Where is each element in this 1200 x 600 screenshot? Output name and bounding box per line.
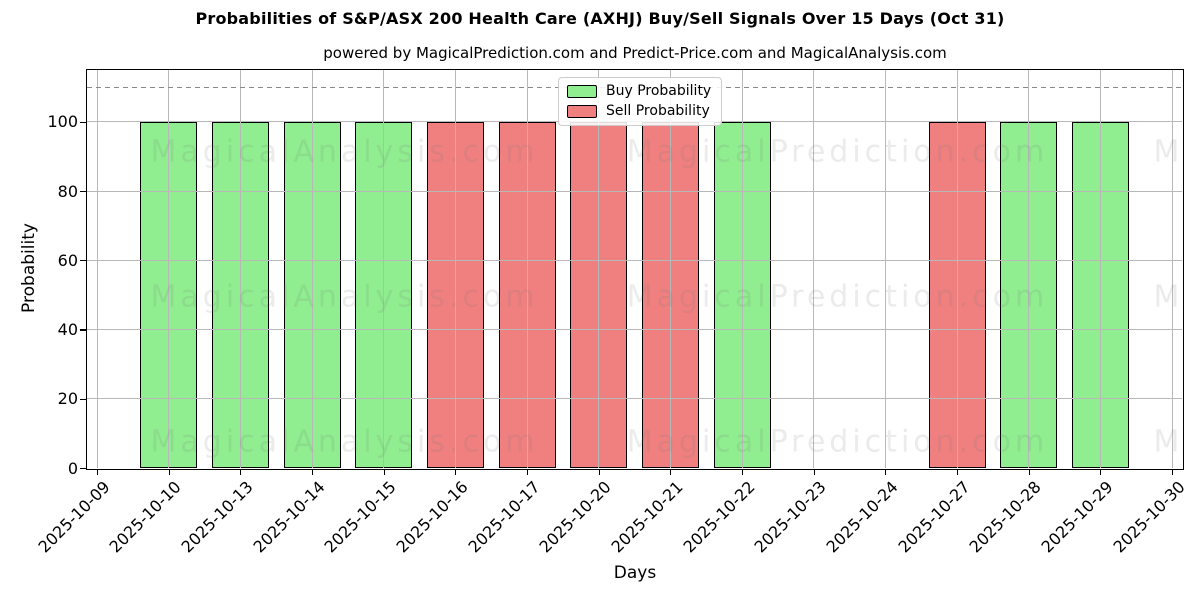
y-tick-label: 40 <box>57 320 78 340</box>
x-tick-mark <box>670 470 672 475</box>
x-tick-label: 2025-10-29 <box>1037 477 1117 557</box>
watermark-text: MagicalPrediction.com <box>626 279 1049 314</box>
x-tick-mark <box>1028 470 1030 475</box>
vertical-gridline <box>956 70 958 468</box>
vertical-gridline <box>311 70 313 468</box>
x-tick-label: 2025-10-09 <box>34 477 114 557</box>
x-tick-mark <box>885 470 887 475</box>
x-tick-mark <box>813 470 815 475</box>
chart-subtitle: powered by MagicalPrediction.com and Pre… <box>323 44 947 62</box>
vertical-gridline <box>669 70 671 468</box>
y-tick-label: 100 <box>47 112 78 132</box>
sell-swatch-icon <box>567 104 597 118</box>
vertical-gridline <box>1171 70 1173 468</box>
legend-item-buy: Buy Probability <box>567 83 711 99</box>
x-tick-mark <box>1100 470 1102 475</box>
x-tick-label: 2025-10-13 <box>177 477 257 557</box>
x-tick-label: 2025-10-23 <box>750 477 830 557</box>
x-tick-label: 2025-10-27 <box>894 477 974 557</box>
horizontal-gridline <box>87 329 1182 331</box>
y-tick-mark <box>80 398 86 400</box>
x-tick-label: 2025-10-28 <box>965 477 1045 557</box>
horizontal-gridline <box>87 398 1182 400</box>
y-axis-label: Probability <box>19 223 39 313</box>
y-tick-mark <box>80 260 86 262</box>
y-tick-mark <box>80 121 86 123</box>
x-tick-label: 2025-10-15 <box>320 477 400 557</box>
y-tick-label: 20 <box>57 389 78 409</box>
watermark-text: MagicalAnalysis.com <box>1153 134 1184 169</box>
vertical-gridline <box>1099 70 1101 468</box>
legend: Buy Probability Sell Probability <box>558 77 723 126</box>
x-tick-mark <box>311 470 314 475</box>
x-tick-label: 2025-10-17 <box>464 477 544 557</box>
x-tick-label: 2025-10-16 <box>392 477 472 557</box>
vertical-gridline <box>1028 70 1030 468</box>
watermark-text: MagicalAnalysis.com <box>150 279 539 314</box>
legend-item-sell: Sell Probability <box>567 103 711 119</box>
x-tick-mark <box>956 470 959 475</box>
x-tick-label: 2025-10-21 <box>607 477 687 557</box>
y-tick-label: 0 <box>67 458 78 478</box>
x-tick-label: 2025-10-24 <box>822 477 902 557</box>
watermark-text: MagicalAnalysis.com <box>150 424 539 459</box>
vertical-gridline <box>96 70 98 468</box>
x-tick-mark <box>455 470 457 475</box>
vertical-gridline <box>454 70 456 468</box>
horizontal-gridline <box>87 190 1182 192</box>
watermark-text: MagicalPrediction.com <box>626 134 1049 169</box>
x-tick-mark <box>526 470 529 475</box>
y-tick-label: 60 <box>57 250 78 270</box>
vertical-gridline <box>383 70 385 468</box>
buy-swatch-icon <box>567 84 597 98</box>
x-tick-label: 2025-10-30 <box>1109 477 1189 557</box>
sell-legend-label: Sell Probability <box>606 103 710 119</box>
buy-legend-label: Buy Probability <box>606 83 712 99</box>
x-tick-mark <box>96 470 99 475</box>
x-tick-label: 2025-10-10 <box>105 477 185 557</box>
vertical-gridline <box>168 70 170 468</box>
plot-area: MagicalAnalysis.com MagicalPrediction.com… <box>86 69 1184 470</box>
vertical-gridline <box>741 70 743 468</box>
vertical-gridline <box>239 70 241 468</box>
x-tick-label: 2025-10-22 <box>679 477 759 557</box>
y-tick-label: 80 <box>57 181 78 201</box>
x-tick-mark <box>598 470 600 475</box>
vertical-gridline <box>884 70 886 468</box>
vertical-gridline <box>813 70 815 468</box>
horizontal-gridline <box>87 259 1182 261</box>
y-tick-mark <box>80 467 86 470</box>
watermark-text: MagicalPrediction.com <box>626 424 1049 459</box>
vertical-gridline <box>598 70 600 468</box>
y-tick-mark <box>80 329 86 331</box>
watermark-text: MagicalAnalysis.com <box>1153 424 1184 459</box>
x-tick-mark <box>1171 470 1174 475</box>
x-tick-mark <box>240 470 242 475</box>
chart-title: Probabilities of S&P/ASX 200 Health Care… <box>195 9 1005 28</box>
x-tick-mark <box>168 470 170 475</box>
y-tick-mark <box>80 191 86 193</box>
x-tick-label: 2025-10-20 <box>535 477 615 557</box>
x-axis-label: Days <box>613 563 657 583</box>
x-tick-mark <box>741 470 744 475</box>
x-tick-mark <box>383 470 385 475</box>
watermark-text: MagicalAnalysis.com <box>150 134 539 169</box>
watermark-text: MagicalAnalysis.com <box>1153 279 1184 314</box>
vertical-gridline <box>526 70 528 468</box>
x-tick-label: 2025-10-14 <box>249 477 329 557</box>
